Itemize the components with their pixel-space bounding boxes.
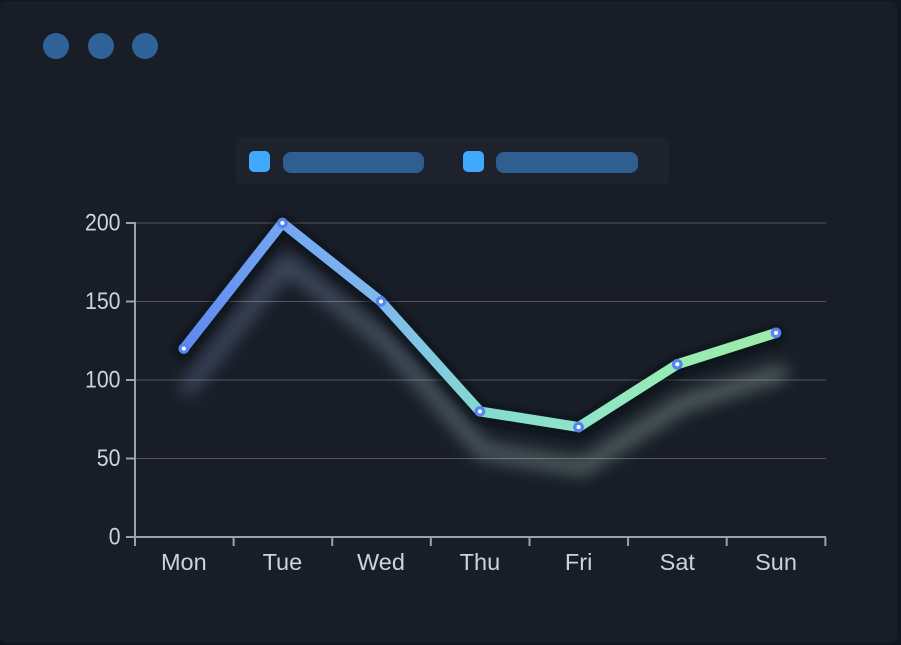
svg-text:Sun: Sun: [755, 549, 797, 575]
svg-text:0: 0: [109, 524, 121, 551]
svg-text:50: 50: [97, 445, 121, 472]
svg-text:150: 150: [85, 288, 121, 315]
svg-text:Tue: Tue: [263, 549, 303, 575]
svg-text:Fri: Fri: [565, 549, 592, 575]
svg-text:Thu: Thu: [460, 549, 501, 575]
svg-text:Mon: Mon: [161, 549, 207, 575]
svg-text:100: 100: [85, 367, 121, 394]
svg-text:Wed: Wed: [357, 549, 405, 575]
svg-text:Sat: Sat: [660, 549, 696, 575]
svg-text:200: 200: [85, 210, 121, 237]
